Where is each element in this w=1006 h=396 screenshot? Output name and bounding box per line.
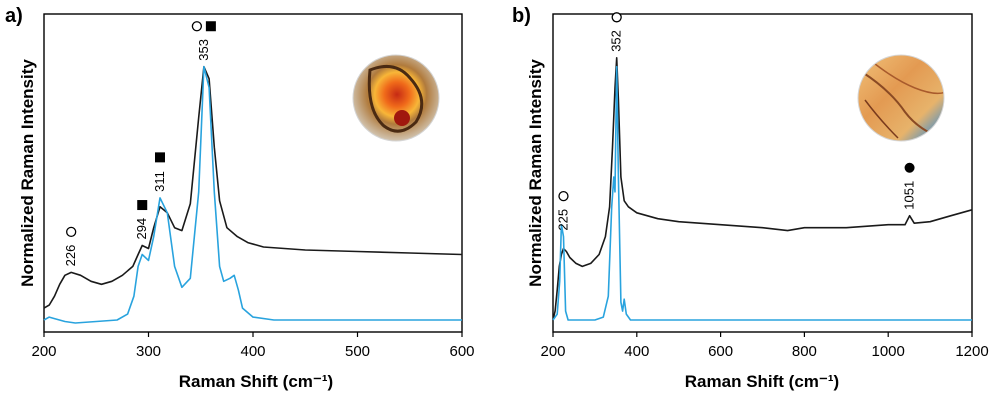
series-lines — [552, 56, 973, 321]
peak-label: 1051 — [902, 181, 917, 210]
filled-square-marker — [154, 152, 165, 163]
panel-label: b) — [512, 5, 531, 27]
filled-square-marker — [137, 200, 148, 211]
open-circle-marker — [611, 12, 622, 23]
peak-label: 294 — [134, 218, 149, 240]
x-tick-label: 600 — [708, 343, 733, 360]
filled-square-marker — [205, 21, 216, 32]
open-circle-marker — [558, 190, 569, 202]
inset-photo — [352, 54, 440, 142]
x-ticks: 200 300 400 500 600 — [31, 332, 475, 360]
series-line — [43, 65, 462, 324]
peak-label: 225 — [555, 209, 570, 231]
open-circle-marker — [191, 21, 203, 32]
inset-photo — [857, 54, 945, 142]
y-axis-title: Normalized Raman Intensity — [18, 59, 37, 287]
peak-annotations: 226 294 311 353 — [63, 21, 216, 266]
series-line — [43, 65, 463, 309]
x-tick-label: 400 — [240, 343, 265, 360]
peak-annotations: 225 352 1051 — [555, 12, 917, 231]
x-tick-label: 1200 — [955, 343, 988, 360]
x-tick-label: 200 — [540, 343, 565, 360]
series-line — [552, 65, 972, 321]
x-axis-title: Raman Shift (cm⁻¹) — [179, 372, 333, 391]
x-tick-label: 400 — [624, 343, 649, 360]
x-tick-label: 800 — [792, 343, 817, 360]
open-circle-marker — [66, 226, 77, 238]
plot-frame — [552, 13, 973, 333]
series-line — [552, 56, 973, 321]
x-axis-title: Raman Shift (cm⁻¹) — [685, 372, 839, 391]
x-tick-label: 500 — [345, 343, 370, 360]
peak-label: 352 — [609, 30, 624, 52]
panel-label: a) — [5, 5, 23, 27]
peak-label: 311 — [152, 171, 167, 192]
panel-b: b) Normalized Raman Intensity Raman Shif… — [512, 5, 989, 391]
panel-a: a) Normalized Raman Intensity Raman Shif… — [5, 5, 475, 391]
x-tick-label: 300 — [136, 343, 161, 360]
series-lines — [43, 65, 463, 324]
x-ticks: 200 400 600 800 1000 1200 — [540, 332, 989, 360]
x-tick-label: 200 — [31, 343, 56, 360]
peak-label: 353 — [196, 39, 211, 61]
filled-circle-marker — [904, 162, 915, 173]
x-tick-label: 1000 — [872, 343, 905, 360]
x-tick-label: 600 — [449, 343, 474, 360]
peak-label: 226 — [63, 245, 78, 267]
y-axis-title: Normalized Raman Intensity — [526, 59, 545, 287]
